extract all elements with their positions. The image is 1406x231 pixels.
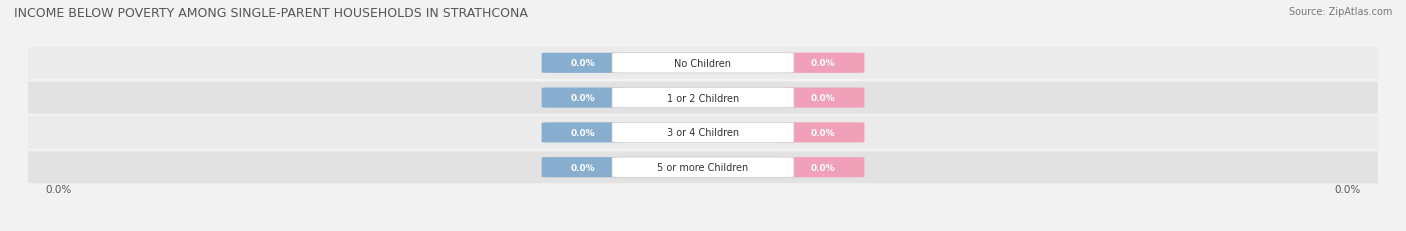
FancyBboxPatch shape xyxy=(782,53,865,73)
FancyBboxPatch shape xyxy=(782,88,865,108)
FancyBboxPatch shape xyxy=(22,117,1384,149)
FancyBboxPatch shape xyxy=(541,88,624,108)
FancyBboxPatch shape xyxy=(782,123,865,143)
FancyBboxPatch shape xyxy=(541,53,624,73)
Text: 0.0%: 0.0% xyxy=(811,94,835,103)
Text: 5 or more Children: 5 or more Children xyxy=(658,162,748,173)
Text: 0.0%: 0.0% xyxy=(571,59,595,68)
Text: 0.0%: 0.0% xyxy=(46,184,72,194)
Text: 0.0%: 0.0% xyxy=(571,128,595,137)
FancyBboxPatch shape xyxy=(541,158,624,177)
FancyBboxPatch shape xyxy=(22,152,1384,183)
Text: 1 or 2 Children: 1 or 2 Children xyxy=(666,93,740,103)
FancyBboxPatch shape xyxy=(612,88,794,108)
Text: 0.0%: 0.0% xyxy=(571,163,595,172)
Text: 0.0%: 0.0% xyxy=(811,59,835,68)
FancyBboxPatch shape xyxy=(782,158,865,177)
FancyBboxPatch shape xyxy=(541,123,624,143)
FancyBboxPatch shape xyxy=(22,48,1384,79)
Text: 3 or 4 Children: 3 or 4 Children xyxy=(666,128,740,138)
Text: 0.0%: 0.0% xyxy=(1334,184,1360,194)
Text: 0.0%: 0.0% xyxy=(811,163,835,172)
FancyBboxPatch shape xyxy=(22,82,1384,114)
Text: INCOME BELOW POVERTY AMONG SINGLE-PARENT HOUSEHOLDS IN STRATHCONA: INCOME BELOW POVERTY AMONG SINGLE-PARENT… xyxy=(14,7,527,20)
Text: Source: ZipAtlas.com: Source: ZipAtlas.com xyxy=(1288,7,1392,17)
FancyBboxPatch shape xyxy=(612,158,794,177)
Text: 0.0%: 0.0% xyxy=(571,94,595,103)
Text: No Children: No Children xyxy=(675,58,731,69)
FancyBboxPatch shape xyxy=(612,53,794,73)
Text: 0.0%: 0.0% xyxy=(811,128,835,137)
FancyBboxPatch shape xyxy=(612,123,794,143)
